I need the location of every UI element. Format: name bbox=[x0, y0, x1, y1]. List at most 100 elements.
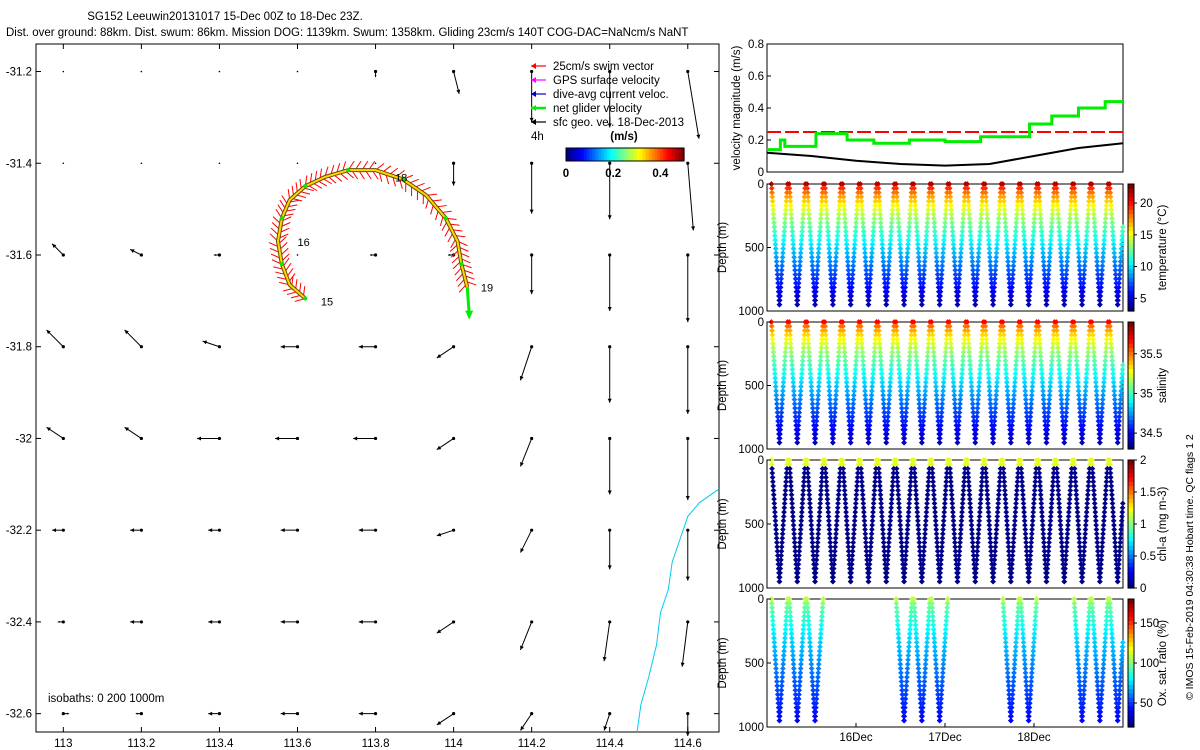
profile-sample bbox=[773, 250, 779, 256]
quiver-origin bbox=[373, 69, 378, 74]
profile-sample bbox=[844, 250, 851, 256]
profile-sample bbox=[1003, 228, 1009, 235]
profile-sample bbox=[893, 189, 900, 196]
profile-sample bbox=[934, 263, 940, 269]
colorbar-segment bbox=[1128, 406, 1134, 412]
profile-sample bbox=[951, 250, 957, 256]
profile-sample bbox=[979, 194, 986, 200]
profile-sample bbox=[931, 215, 937, 222]
profile-sample bbox=[937, 288, 944, 295]
colorbar-segment bbox=[604, 148, 608, 161]
profile-sample bbox=[854, 202, 861, 209]
profile-sample bbox=[942, 219, 948, 226]
quiver-origin bbox=[530, 161, 534, 165]
colorbar-segment bbox=[586, 148, 591, 161]
sfc-velocity-arrow bbox=[687, 163, 694, 231]
profile-sample bbox=[844, 258, 851, 265]
profile-sample bbox=[982, 185, 989, 192]
profile-sample bbox=[932, 237, 939, 243]
profile-sample bbox=[776, 301, 783, 308]
profile-sample bbox=[778, 280, 784, 286]
colorbar-segment bbox=[598, 148, 602, 161]
quiver-origin bbox=[61, 253, 65, 257]
profile-sample bbox=[940, 250, 946, 256]
profile-sample bbox=[876, 194, 882, 200]
profile-sample bbox=[901, 293, 908, 299]
profile-sample bbox=[875, 185, 882, 192]
profile-sample bbox=[961, 194, 968, 200]
profile-sample bbox=[966, 207, 972, 213]
profile-sample bbox=[939, 258, 946, 265]
quiver-origin bbox=[373, 712, 378, 716]
legend-item: GPS surface velocity bbox=[553, 75, 660, 87]
sfc-velocity-arrowhead bbox=[685, 409, 690, 414]
profile-sample bbox=[798, 245, 804, 252]
profile-sample bbox=[790, 237, 796, 243]
profile-sample bbox=[805, 207, 812, 213]
quiver-origin bbox=[608, 345, 612, 349]
colorbar-segment bbox=[1128, 692, 1134, 698]
profile-sample bbox=[810, 271, 816, 278]
colorbar-segment bbox=[1128, 298, 1134, 304]
profile-sample bbox=[902, 288, 908, 295]
colorbar-segment bbox=[1128, 377, 1134, 382]
profile-sample bbox=[896, 232, 903, 239]
x-tick-label: 113.4 bbox=[205, 738, 234, 750]
profile-sample bbox=[873, 189, 879, 196]
profile-sample bbox=[903, 267, 910, 274]
quiver-origin bbox=[373, 345, 378, 349]
colorbar-segment bbox=[577, 148, 582, 161]
profile-sample bbox=[986, 245, 993, 252]
colorbar-segment bbox=[625, 148, 629, 161]
profile-sample bbox=[1008, 297, 1014, 304]
profile-sample bbox=[1020, 215, 1026, 222]
profile-sample bbox=[809, 258, 816, 265]
profile-sample bbox=[860, 228, 867, 235]
profile-sample bbox=[1010, 263, 1017, 269]
profile-sample bbox=[851, 241, 858, 248]
colorbar-segment bbox=[636, 148, 641, 161]
colorbar-segment bbox=[660, 148, 664, 161]
sfc-velocity-arrowhead bbox=[607, 398, 612, 403]
profile-sample bbox=[957, 263, 963, 269]
profile-sample bbox=[864, 280, 870, 286]
profile-sample bbox=[880, 263, 887, 269]
profile-sample bbox=[876, 198, 883, 205]
quiver-origin bbox=[686, 528, 690, 532]
profile-sample bbox=[813, 280, 820, 286]
profile-sample bbox=[841, 202, 847, 209]
colorbar-segment bbox=[583, 148, 588, 161]
legend-item: sfc geo. vel. 18-Dec-2013 bbox=[553, 117, 684, 129]
profile-sample bbox=[961, 198, 968, 205]
colorbar-segment bbox=[1128, 611, 1134, 617]
colorbar-segment bbox=[1128, 239, 1134, 244]
profile-sample bbox=[794, 297, 801, 304]
profile-sample bbox=[886, 263, 892, 269]
profile-sample bbox=[911, 181, 917, 187]
profile-sample bbox=[896, 224, 902, 230]
colorbar-label: (m/s) bbox=[610, 131, 638, 143]
profile-sample bbox=[1014, 207, 1020, 213]
profile-sample bbox=[858, 189, 864, 196]
profile-sample bbox=[865, 301, 872, 308]
legend-item: dive-avg current veloc. bbox=[553, 89, 669, 101]
profile-sample bbox=[848, 288, 855, 295]
profile-sample bbox=[938, 271, 945, 278]
profile-sample bbox=[990, 297, 997, 304]
colorbar-segment bbox=[1128, 506, 1134, 512]
profile-sample bbox=[807, 224, 813, 230]
y-axis-label: Depth (m) bbox=[717, 637, 729, 688]
profile-sample bbox=[922, 250, 929, 256]
colorbar-segment bbox=[1128, 343, 1134, 348]
profile-sample bbox=[879, 241, 886, 248]
profile-sample bbox=[867, 267, 874, 274]
colorbar-segment bbox=[1128, 671, 1134, 677]
profile-sample bbox=[975, 250, 982, 256]
quiver-origin bbox=[139, 253, 143, 257]
profile-sample bbox=[960, 219, 966, 226]
profile-sample bbox=[919, 301, 925, 308]
profile-sample bbox=[814, 267, 821, 274]
profile-sample bbox=[993, 245, 1000, 252]
profile-sample bbox=[869, 245, 876, 252]
